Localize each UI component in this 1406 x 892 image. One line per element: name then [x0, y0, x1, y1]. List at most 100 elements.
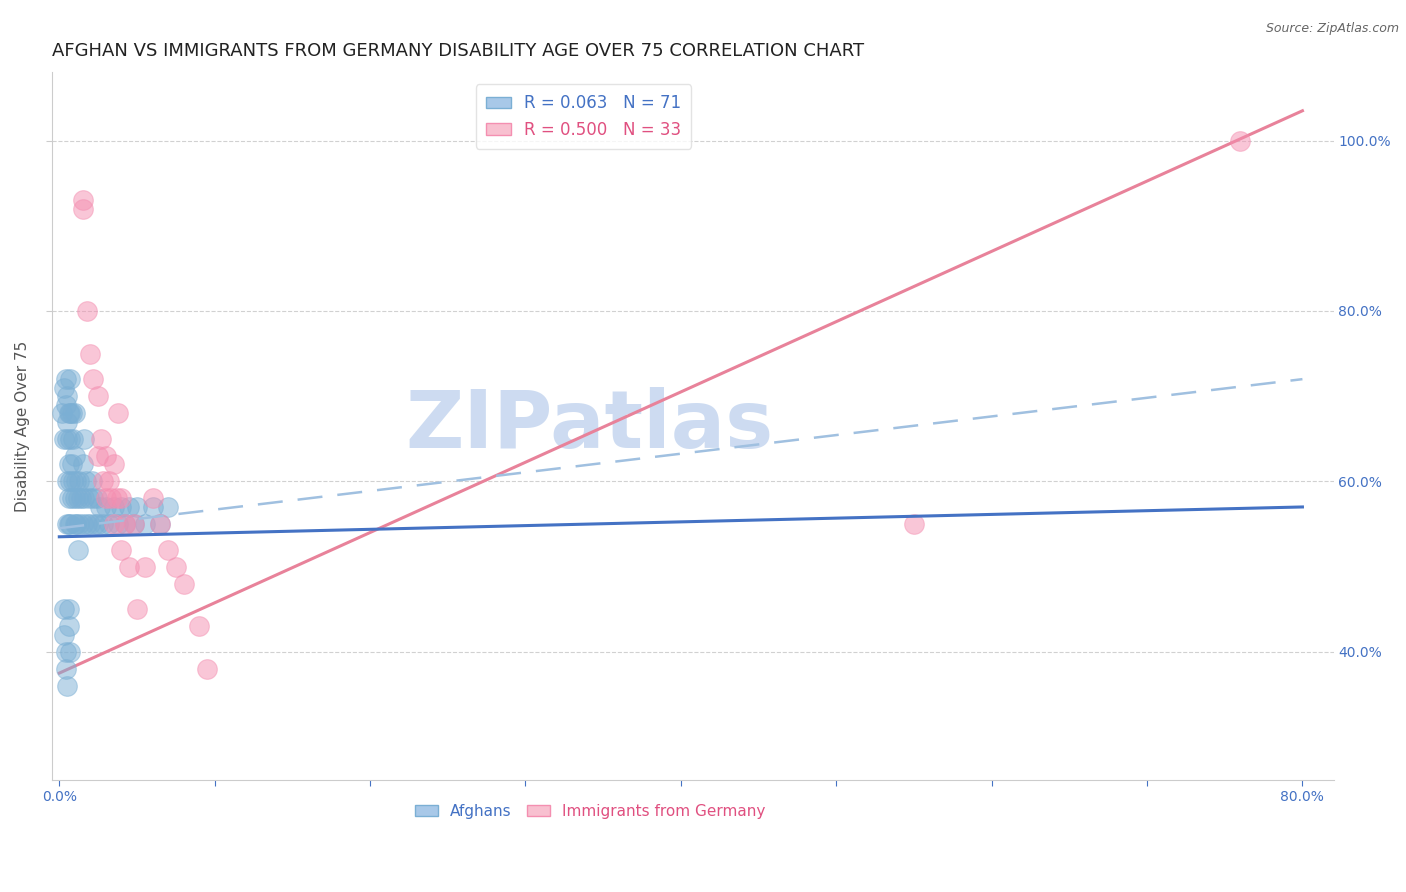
Point — [125, 500, 148, 514]
Point — [86, 491, 108, 506]
Point — [149, 516, 172, 531]
Point — [62, 432, 84, 446]
Point — [114, 516, 136, 531]
Point — [60, 458, 83, 472]
Point — [165, 559, 187, 574]
Point — [56, 516, 79, 531]
Legend: Afghans, Immigrants from Germany: Afghans, Immigrants from Germany — [409, 797, 772, 825]
Point — [58, 516, 80, 531]
Point — [56, 415, 79, 429]
Point — [114, 516, 136, 531]
Point — [903, 516, 925, 531]
Point — [110, 491, 132, 506]
Point — [105, 491, 128, 506]
Point — [69, 516, 91, 531]
Point — [72, 458, 94, 472]
Point — [75, 475, 97, 489]
Point — [52, 381, 75, 395]
Point — [51, 406, 73, 420]
Point — [98, 516, 121, 531]
Point — [65, 516, 87, 531]
Point — [58, 619, 80, 633]
Point — [65, 475, 87, 489]
Point — [125, 602, 148, 616]
Point — [59, 516, 82, 531]
Point — [69, 475, 91, 489]
Point — [149, 516, 172, 531]
Point — [60, 491, 83, 506]
Point — [63, 516, 86, 531]
Point — [73, 491, 96, 506]
Text: ZIPatlas: ZIPatlas — [406, 387, 775, 465]
Point — [58, 602, 80, 616]
Point — [134, 559, 156, 574]
Point — [118, 559, 141, 574]
Point — [188, 619, 211, 633]
Point — [59, 475, 82, 489]
Point — [59, 372, 82, 386]
Point — [73, 432, 96, 446]
Point — [52, 432, 75, 446]
Point — [56, 475, 79, 489]
Point — [94, 449, 117, 463]
Point — [58, 491, 80, 506]
Point — [79, 516, 101, 531]
Point — [55, 645, 77, 659]
Point — [84, 516, 107, 531]
Point — [103, 458, 125, 472]
Point — [134, 516, 156, 531]
Point — [89, 500, 111, 514]
Point — [58, 458, 80, 472]
Point — [56, 389, 79, 403]
Point — [66, 542, 89, 557]
Point — [52, 628, 75, 642]
Point — [90, 432, 112, 446]
Point — [59, 645, 82, 659]
Point — [141, 500, 163, 514]
Point — [82, 491, 104, 506]
Point — [110, 542, 132, 557]
Point — [173, 576, 195, 591]
Point — [98, 475, 121, 489]
Point — [63, 449, 86, 463]
Y-axis label: Disability Age Over 75: Disability Age Over 75 — [15, 341, 30, 512]
Point — [63, 406, 86, 420]
Point — [82, 372, 104, 386]
Point — [91, 475, 114, 489]
Point — [72, 516, 94, 531]
Point — [79, 346, 101, 360]
Text: AFGHAN VS IMMIGRANTS FROM GERMANY DISABILITY AGE OVER 75 CORRELATION CHART: AFGHAN VS IMMIGRANTS FROM GERMANY DISABI… — [52, 42, 863, 60]
Point — [122, 516, 145, 531]
Point — [76, 516, 98, 531]
Point — [55, 398, 77, 412]
Point — [141, 491, 163, 506]
Point — [157, 542, 180, 557]
Point — [94, 491, 117, 506]
Point — [76, 304, 98, 318]
Point — [80, 475, 103, 489]
Point — [55, 372, 77, 386]
Point — [87, 516, 110, 531]
Point — [77, 491, 100, 506]
Point — [157, 500, 180, 514]
Point — [62, 475, 84, 489]
Point — [91, 516, 114, 531]
Point — [70, 491, 93, 506]
Point — [56, 432, 79, 446]
Point — [66, 491, 89, 506]
Point — [103, 516, 125, 531]
Point — [60, 406, 83, 420]
Point — [100, 491, 122, 506]
Point — [63, 491, 86, 506]
Point — [103, 500, 125, 514]
Point — [94, 500, 117, 514]
Point — [59, 406, 82, 420]
Point — [87, 449, 110, 463]
Point — [118, 500, 141, 514]
Point — [195, 662, 218, 676]
Point — [107, 516, 129, 531]
Point — [87, 389, 110, 403]
Point — [122, 516, 145, 531]
Point — [55, 662, 77, 676]
Text: Source: ZipAtlas.com: Source: ZipAtlas.com — [1265, 22, 1399, 36]
